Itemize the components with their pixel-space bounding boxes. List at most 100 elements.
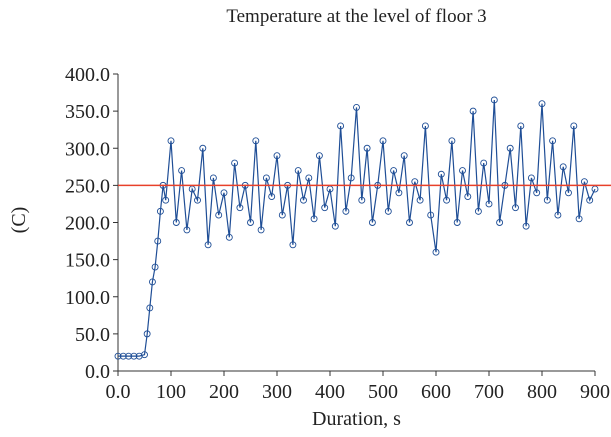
data-point (549, 137, 557, 145)
data-point (257, 226, 265, 234)
data-point (199, 144, 207, 152)
data-point (294, 167, 302, 174)
data-point (421, 122, 429, 130)
data-point (278, 211, 286, 219)
data-point (527, 174, 535, 182)
data-point (148, 278, 156, 286)
data-point (390, 167, 398, 174)
data-point (448, 137, 456, 145)
data-point (337, 122, 345, 130)
data-point (143, 330, 151, 338)
x-tick-label: 600 (421, 381, 451, 403)
data-point (231, 159, 239, 167)
data-point (400, 152, 408, 160)
data-point (443, 196, 451, 204)
data-point (156, 207, 164, 215)
data-point (554, 211, 562, 219)
x-tick-label: 100 (156, 381, 186, 403)
data-point (194, 196, 201, 204)
series-line (118, 99, 596, 357)
data-point (310, 215, 318, 223)
data-point (432, 248, 440, 256)
data-point (437, 170, 445, 178)
data-point (215, 211, 223, 219)
data-point (453, 219, 461, 226)
data-point (119, 352, 127, 360)
data-point (416, 196, 424, 204)
data-point (522, 222, 530, 230)
data-point (331, 222, 339, 230)
data-point (342, 207, 350, 215)
x-tick-label: 200 (209, 381, 239, 403)
data-point (559, 163, 567, 171)
data-point (183, 226, 191, 234)
data-point (167, 137, 175, 145)
data-point (469, 107, 477, 115)
x-tick-label: 700 (474, 381, 504, 403)
data-point (141, 351, 148, 359)
data-point (538, 100, 546, 108)
x-tick-label: 400 (315, 381, 345, 403)
data-point (474, 207, 482, 215)
x-tick-label: 300 (262, 381, 292, 403)
data-point (464, 193, 472, 200)
data-point (591, 185, 599, 193)
x-tick-label: 0.0 (106, 381, 131, 403)
y-tick-label: 250.0 (65, 175, 110, 197)
data-point (353, 103, 360, 111)
data-point (506, 144, 514, 152)
data-point (368, 219, 376, 226)
data-point (533, 189, 541, 197)
data-point (125, 352, 133, 360)
data-point (565, 189, 572, 197)
y-tick-label: 0.0 (85, 361, 110, 383)
data-point (570, 122, 578, 130)
data-point (379, 137, 387, 145)
y-tick-label: 400.0 (65, 64, 110, 86)
y-tick-label: 100.0 (65, 287, 110, 309)
data-point (586, 196, 594, 204)
y-tick-label: 300.0 (65, 138, 110, 160)
data-point (363, 144, 371, 152)
data-point (114, 352, 122, 360)
data-point (146, 304, 154, 312)
data-point (130, 352, 138, 360)
data-point (575, 215, 583, 223)
y-tick-label: 150.0 (65, 250, 110, 272)
data-point (247, 219, 254, 226)
data-point (178, 167, 186, 174)
data-point (236, 204, 244, 212)
data-point (209, 174, 217, 182)
y-tick-label: 350.0 (65, 101, 110, 123)
data-point (273, 152, 281, 160)
x-axis-label: Duration, s (312, 408, 401, 430)
data-point (315, 152, 323, 160)
data-point (384, 207, 392, 215)
x-tick-label: 800 (527, 381, 557, 403)
data-point (358, 196, 366, 204)
data-point (512, 204, 519, 212)
data-point (496, 219, 504, 226)
chart-title: Temperature at the level of floor 3 (226, 6, 487, 27)
data-point (517, 122, 525, 130)
data-point (490, 96, 498, 104)
data-point (406, 219, 413, 226)
data-point (459, 167, 466, 174)
data-point (321, 204, 329, 212)
data-point (252, 137, 260, 145)
data-point (162, 196, 170, 204)
y-tick-label: 50.0 (75, 324, 110, 346)
data-point (262, 174, 270, 182)
x-tick-label: 500 (368, 381, 398, 403)
data-point (204, 241, 212, 249)
data-point (268, 193, 276, 200)
y-tick-label: 200.0 (65, 213, 110, 235)
data-point (220, 189, 228, 197)
x-tick-label: 900 (580, 381, 610, 403)
data-point (480, 159, 488, 167)
data-point (151, 263, 159, 271)
data-point (543, 196, 551, 204)
data-point (347, 174, 355, 182)
